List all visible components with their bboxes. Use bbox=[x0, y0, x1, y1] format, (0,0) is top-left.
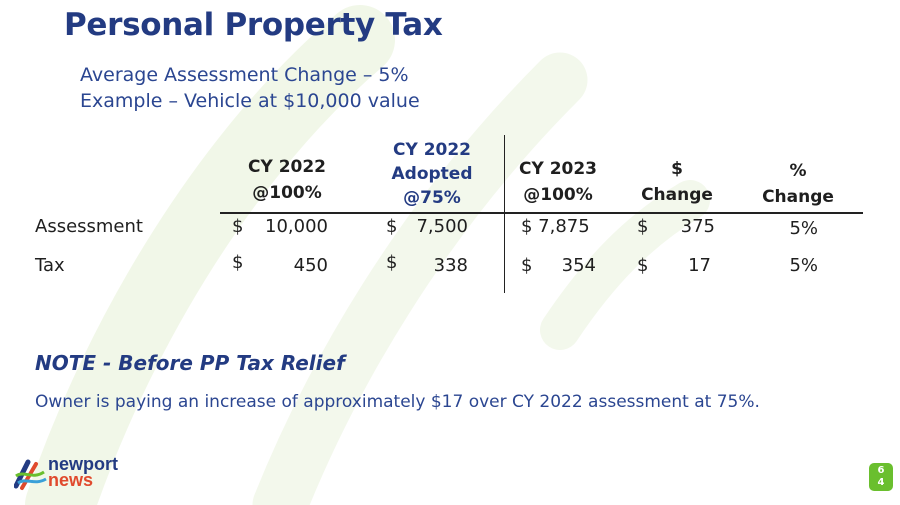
cell-sign: $ bbox=[386, 252, 398, 273]
column-header-dollar-change: $ Change bbox=[624, 156, 730, 208]
column-header-line: CY 2022 bbox=[392, 140, 472, 160]
table-column-divider bbox=[504, 135, 505, 293]
column-header-line: CY 2023 bbox=[518, 159, 598, 179]
logo-line-newport: newport bbox=[48, 454, 118, 474]
column-header-line: % bbox=[789, 161, 807, 181]
column-header-line: Adopted bbox=[391, 164, 473, 184]
column-header-line: CY 2022 bbox=[247, 157, 327, 177]
note-heading: NOTE - Before PP Tax Relief bbox=[35, 351, 345, 375]
column-header-line: Change bbox=[641, 185, 713, 205]
cell-sign: $ bbox=[232, 216, 244, 237]
logo-line-news: news bbox=[48, 470, 94, 490]
cell-sign: $ bbox=[521, 255, 533, 276]
cell-sign: $ bbox=[637, 255, 649, 276]
page-number-badge: 6 4 bbox=[869, 463, 893, 491]
cell-value: 10,000 bbox=[265, 216, 328, 237]
cell-value: 354 bbox=[561, 255, 596, 276]
cell-value: 7,500 bbox=[416, 216, 468, 237]
page-number-digit: 4 bbox=[877, 477, 885, 488]
page-title: Personal Property Tax bbox=[64, 7, 443, 43]
column-header-line: @75% bbox=[403, 188, 461, 208]
cell-value: 5% bbox=[789, 218, 818, 239]
table-header-divider bbox=[220, 212, 863, 214]
cell-sign: $ bbox=[386, 216, 398, 237]
row-label: Assessment bbox=[35, 216, 143, 237]
column-header-line: @100% bbox=[523, 185, 593, 205]
logo-wordmark: newport news bbox=[48, 454, 118, 490]
column-header-pct-change: % Change bbox=[746, 158, 850, 210]
column-header-adopted: CY 2022 Adopted @75% bbox=[374, 138, 490, 210]
page-number-digit: 6 bbox=[877, 465, 885, 476]
newport-news-logo-icon bbox=[14, 459, 47, 490]
cell-sign: $ bbox=[232, 252, 244, 273]
subtitle-line-2: Example – Vehicle at $10,000 value bbox=[80, 90, 420, 112]
cell-value: 17 bbox=[688, 255, 711, 276]
cell-value: 338 bbox=[433, 255, 468, 276]
cell-sign: $ bbox=[637, 216, 649, 237]
column-header-line: $ bbox=[671, 159, 683, 179]
column-header-cy2022: CY 2022 @100% bbox=[230, 154, 344, 206]
cell-value: 450 bbox=[293, 255, 328, 276]
cell-value: 5% bbox=[789, 255, 818, 276]
column-header-line: Change bbox=[762, 187, 834, 207]
row-label: Tax bbox=[35, 255, 65, 276]
subtitle-line-1: Average Assessment Change – 5% bbox=[80, 64, 409, 86]
cell-value: 375 bbox=[680, 216, 715, 237]
cell-value: $ 7,875 bbox=[521, 216, 590, 237]
note-text: Owner is paying an increase of approxima… bbox=[35, 392, 760, 412]
column-header-cy2023: CY 2023 @100% bbox=[506, 156, 610, 208]
column-header-line: @100% bbox=[252, 183, 322, 203]
